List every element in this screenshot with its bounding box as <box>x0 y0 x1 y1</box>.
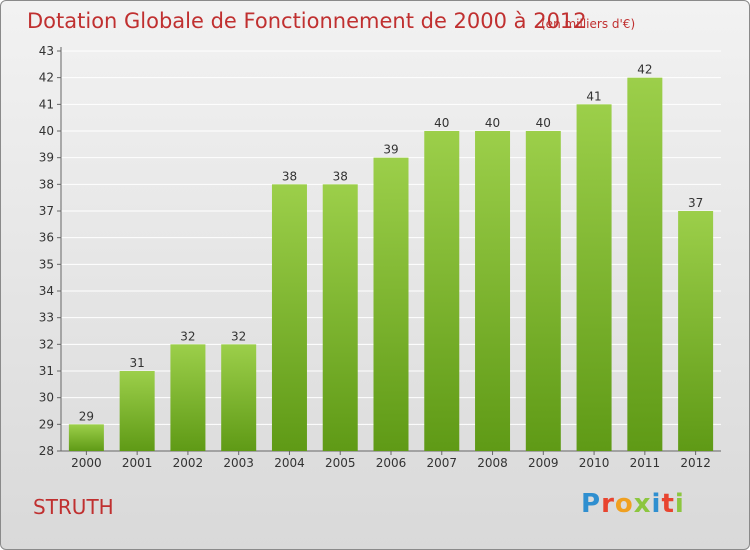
y-tick-label: 41 <box>39 97 54 111</box>
data-label-2000: 29 <box>79 409 94 423</box>
proxiti-logo[interactable]: Proxiti <box>581 489 685 519</box>
bars <box>68 77 714 452</box>
y-tick-label: 39 <box>39 151 54 165</box>
bar-2010 <box>576 104 612 451</box>
chart-title: Dotation Globale de Fonctionnement de 20… <box>27 9 587 33</box>
x-tick-label-2006: 2006 <box>376 456 407 470</box>
data-label-2009: 40 <box>536 116 551 130</box>
x-tick-label-2008: 2008 <box>477 456 508 470</box>
x-tick-label-2007: 2007 <box>426 456 457 470</box>
bar-2000 <box>68 424 104 451</box>
y-tick-label: 42 <box>39 71 54 85</box>
data-label-2003: 32 <box>231 329 246 343</box>
y-tick-label: 43 <box>39 44 54 58</box>
logo-letter: i <box>651 489 662 519</box>
data-label-2011: 42 <box>637 63 652 77</box>
y-tick-label: 33 <box>39 311 54 325</box>
bar-2005 <box>322 184 358 452</box>
y-tick-label: 38 <box>39 177 54 191</box>
data-labels: 29 31 32 32 38 38 39 40 40 40 41 42 37 <box>79 63 704 424</box>
x-tick-label-2003: 2003 <box>223 456 254 470</box>
unit-note: (en milliers d'€) <box>541 17 636 31</box>
y-tick-label: 31 <box>39 364 54 378</box>
data-label-2012: 37 <box>688 196 703 210</box>
y-tick-label: 29 <box>39 417 54 431</box>
y-tick-label: 37 <box>39 204 54 218</box>
bar-2002 <box>170 344 206 451</box>
logo-letter: i <box>674 489 685 519</box>
bar-2008 <box>475 131 511 451</box>
commune-name: STRUTH <box>33 495 114 519</box>
x-tick-label-2000: 2000 <box>71 456 102 470</box>
y-tick-labels: 28 29 30 31 32 33 34 35 36 37 38 39 40 41 42 43 <box>39 44 54 458</box>
y-tick-label: 36 <box>39 231 54 245</box>
data-label-2005: 38 <box>333 169 348 183</box>
data-label-2001: 31 <box>130 356 145 370</box>
x-tick-label-2004: 2004 <box>274 456 305 470</box>
bar-2001 <box>119 371 155 451</box>
y-tick-label: 32 <box>39 337 54 351</box>
x-tick-label-2009: 2009 <box>528 456 559 470</box>
logo-letter: o <box>614 489 634 519</box>
data-label-2010: 41 <box>586 89 601 103</box>
bar-2007 <box>424 131 460 451</box>
y-tick-label: 40 <box>39 124 54 138</box>
data-label-2008: 40 <box>485 116 500 130</box>
data-label-2006: 39 <box>383 143 398 157</box>
y-tick-label: 34 <box>39 284 54 298</box>
data-label-2007: 40 <box>434 116 449 130</box>
bar-2004 <box>271 184 307 452</box>
x-tick-label-2011: 2011 <box>630 456 661 470</box>
bar-2012 <box>678 211 714 451</box>
logo-letter: r <box>601 489 615 519</box>
x-tick-labels: 2000 2001 2002 2003 2004 2005 2006 2007 2008 2009… <box>71 456 711 470</box>
bar-2011 <box>627 77 663 452</box>
logo-letter: P <box>581 489 602 519</box>
y-tick-label: 28 <box>39 444 54 458</box>
x-tick-label-2012: 2012 <box>680 456 711 470</box>
logo-letter: t <box>661 489 675 519</box>
y-tick-label: 35 <box>39 257 54 271</box>
x-tick-label-2002: 2002 <box>173 456 204 470</box>
x-tick-label-2010: 2010 <box>579 456 610 470</box>
bar-2006 <box>373 157 409 451</box>
x-tick-label-2005: 2005 <box>325 456 356 470</box>
x-tick-label-2001: 2001 <box>122 456 153 470</box>
bar-2003 <box>221 344 257 451</box>
bar-2009 <box>525 131 561 451</box>
data-label-2002: 32 <box>180 329 195 343</box>
y-tick-label: 30 <box>39 391 54 405</box>
data-label-2004: 38 <box>282 169 297 183</box>
logo-letter: x <box>633 489 652 519</box>
